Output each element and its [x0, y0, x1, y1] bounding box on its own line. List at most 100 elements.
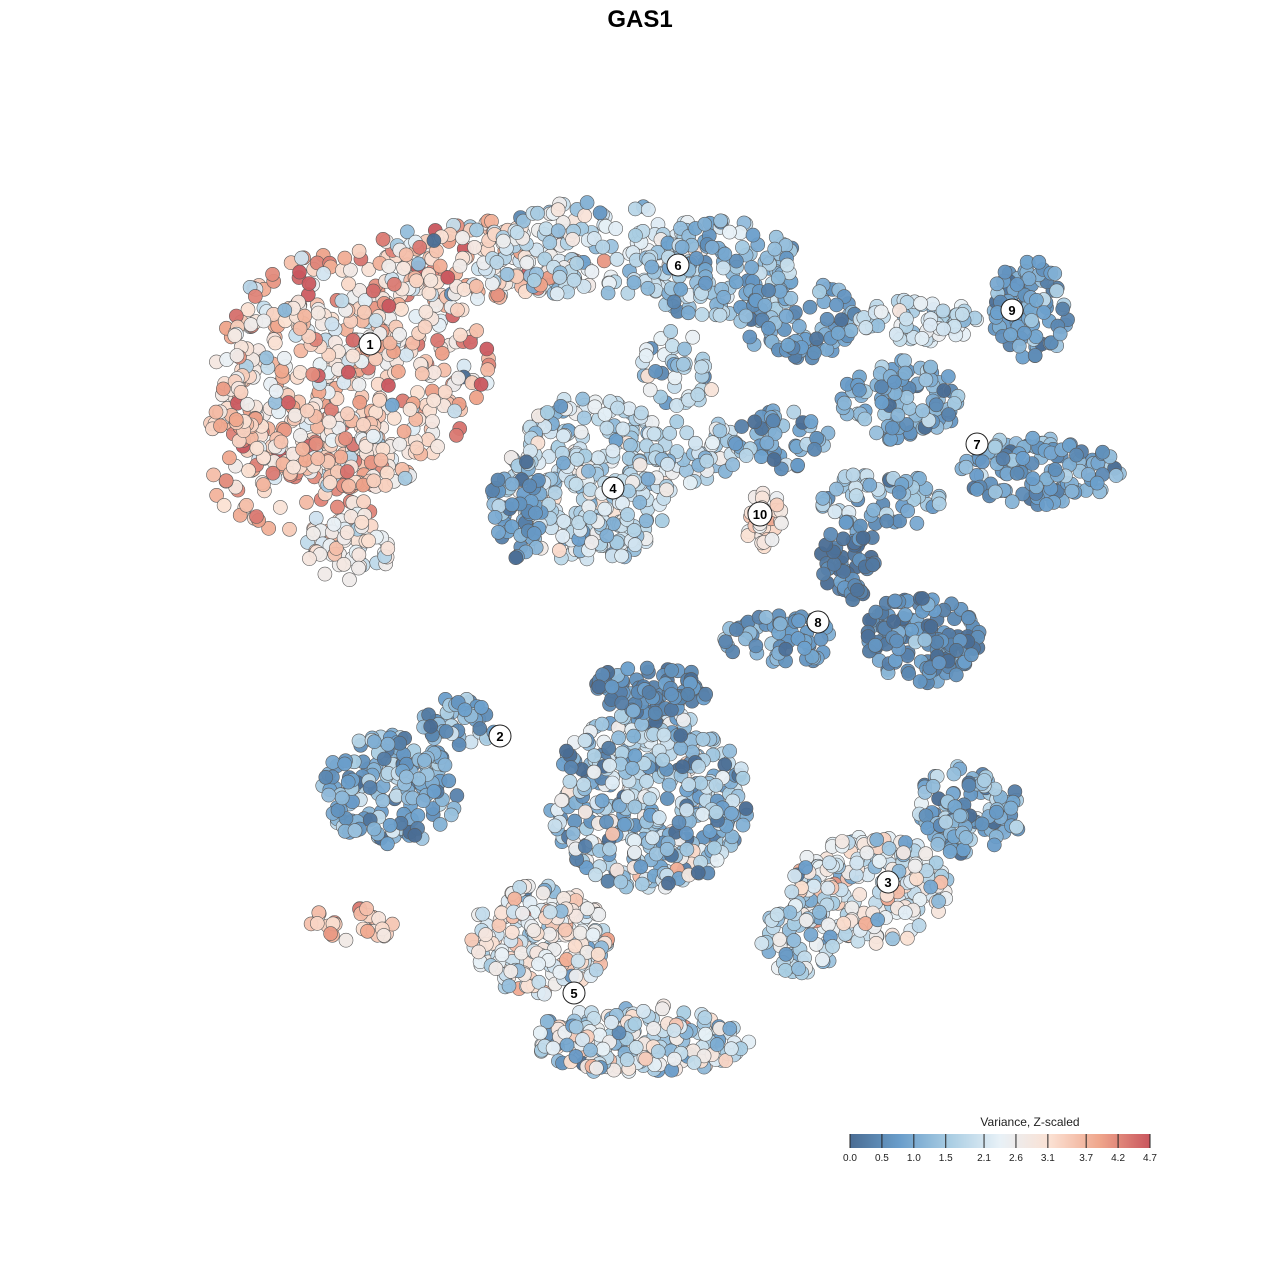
cell-point: [640, 280, 656, 296]
cell-point: [386, 276, 402, 292]
cell-point: [308, 436, 324, 452]
cell-point: [409, 273, 424, 289]
cell-point: [609, 251, 625, 267]
cell-point: [958, 459, 974, 475]
cell-point: [398, 247, 414, 263]
cell-point: [479, 341, 495, 357]
cell-point: [567, 938, 583, 954]
cell-point: [681, 777, 697, 792]
cell-point: [614, 548, 629, 564]
cell-point: [573, 424, 589, 440]
cell-point: [931, 894, 946, 909]
cell-point: [698, 686, 714, 702]
cell-point: [305, 366, 321, 382]
cell-point: [859, 845, 875, 861]
cell-point: [365, 283, 381, 299]
cell-point: [596, 253, 612, 269]
cell-point: [697, 1010, 713, 1026]
cell-point: [382, 335, 398, 351]
cell-point: [308, 510, 324, 526]
cell-point: [838, 515, 854, 530]
cell-point: [936, 383, 952, 398]
cell-point: [599, 814, 614, 830]
cell-point: [1031, 254, 1047, 270]
cell-point: [816, 566, 831, 582]
cell-point: [277, 350, 292, 366]
cluster-label-text: 10: [753, 507, 767, 522]
cell-point: [822, 855, 837, 871]
cell-point: [651, 810, 667, 825]
cell-point: [366, 734, 382, 750]
cell-point: [411, 256, 426, 272]
cell-point: [628, 1040, 644, 1055]
cell-point: [351, 547, 367, 563]
cell-point: [722, 1021, 738, 1036]
cell-point: [791, 319, 807, 334]
cell-point: [928, 855, 944, 871]
cell-point: [806, 878, 822, 894]
cell-point: [610, 400, 625, 416]
cell-point: [501, 978, 517, 994]
legend-tick-label: 1.5: [939, 1153, 953, 1164]
cell-point: [455, 230, 470, 245]
cell-point: [729, 253, 744, 269]
cell-point: [577, 839, 593, 854]
cell-point: [582, 510, 598, 525]
cell-point: [815, 952, 830, 967]
cell-point: [676, 712, 691, 728]
cell-point: [754, 936, 770, 951]
cell-point: [337, 756, 353, 772]
cell-point: [952, 808, 968, 824]
cell-point: [559, 1037, 575, 1053]
cell-point: [931, 496, 947, 512]
cell-point: [594, 716, 610, 732]
cell-point: [499, 266, 515, 282]
cell-point: [542, 926, 557, 942]
cell-point: [694, 307, 710, 322]
legend-title: Variance, Z-scaled: [980, 1115, 1079, 1129]
cell-point: [345, 348, 361, 364]
cell-point: [865, 557, 881, 573]
legend-tick-label: 3.7: [1079, 1153, 1093, 1164]
cell-point: [633, 859, 649, 875]
cell-point: [623, 437, 638, 453]
cell-point: [935, 303, 951, 319]
cell-point: [443, 807, 459, 823]
cell-point: [555, 455, 571, 471]
cell-point: [213, 418, 228, 434]
cell-point: [338, 932, 354, 948]
cell-point: [522, 478, 537, 494]
cell-point: [555, 528, 571, 544]
cell-point: [469, 323, 484, 339]
cell-point: [820, 880, 836, 896]
cell-point: [552, 543, 567, 558]
cell-point: [620, 507, 635, 522]
cell-point: [964, 647, 979, 663]
cell-point: [588, 867, 603, 883]
cell-point: [426, 784, 442, 799]
cell-point: [923, 879, 939, 895]
cell-point: [528, 505, 543, 521]
cell-point: [357, 304, 372, 320]
cell-point: [757, 297, 773, 313]
cell-point: [452, 327, 468, 343]
cell-point: [655, 752, 670, 768]
cell-point: [265, 465, 281, 481]
cell-point: [744, 260, 759, 275]
cell-point: [286, 459, 301, 475]
cell-point: [874, 379, 889, 395]
cell-point: [376, 751, 392, 767]
cell-point: [216, 381, 231, 397]
cell-point: [718, 634, 733, 650]
cell-point: [869, 832, 885, 848]
cell-point: [379, 465, 395, 481]
cell-point: [679, 802, 695, 818]
cell-point: [958, 830, 974, 845]
cell-point: [341, 276, 356, 292]
cell-point: [384, 397, 400, 413]
cell-point: [646, 426, 662, 442]
cell-point: [590, 450, 606, 466]
cell-point: [823, 527, 839, 542]
cell-point: [674, 239, 690, 255]
cell-point: [380, 736, 396, 752]
